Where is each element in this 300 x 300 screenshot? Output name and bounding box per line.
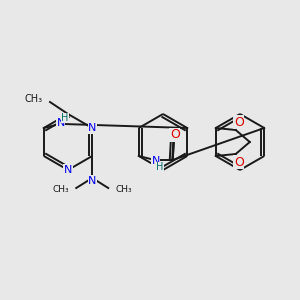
Text: H: H — [156, 162, 164, 172]
Text: N: N — [57, 118, 65, 128]
Text: N: N — [152, 156, 160, 166]
Text: O: O — [234, 116, 244, 128]
Text: N: N — [64, 165, 72, 175]
Text: H: H — [61, 113, 68, 123]
Text: N: N — [88, 176, 96, 186]
Text: O: O — [170, 128, 180, 142]
Text: CH₃: CH₃ — [25, 94, 43, 104]
Text: CH₃: CH₃ — [115, 185, 132, 194]
Text: O: O — [234, 155, 244, 169]
Text: CH₃: CH₃ — [52, 185, 69, 194]
Text: N: N — [88, 123, 96, 133]
